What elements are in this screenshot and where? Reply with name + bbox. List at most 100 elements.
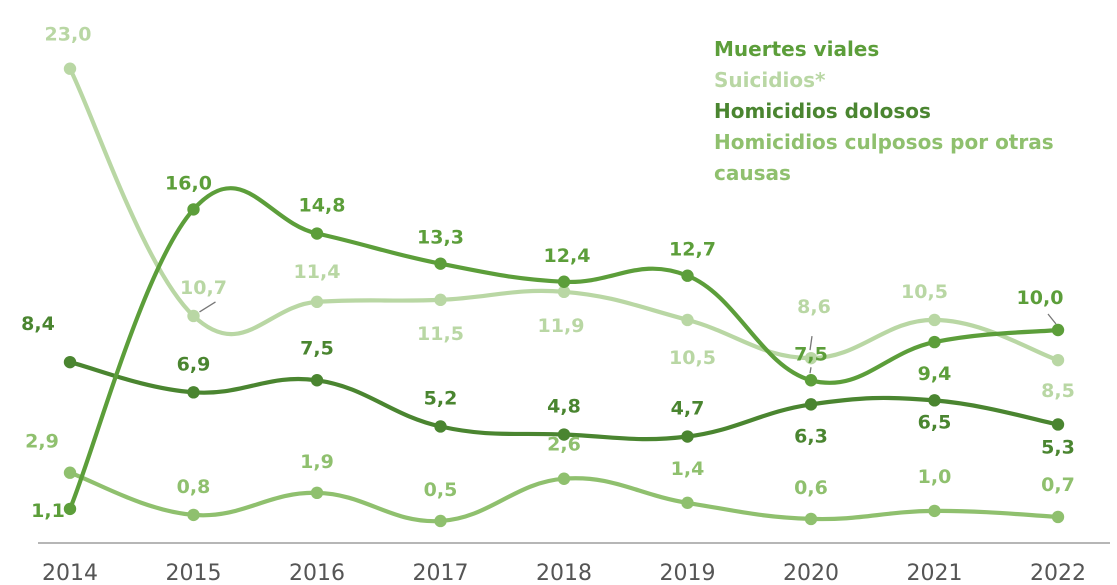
data-label: 8,6 bbox=[797, 296, 831, 318]
data-label: 0,6 bbox=[794, 477, 828, 499]
data-label: 0,8 bbox=[177, 476, 211, 498]
data-point bbox=[1051, 510, 1065, 524]
leader-lines bbox=[199, 301, 1057, 374]
legend: Muertes viales Suicidios* Homicidios dol… bbox=[714, 34, 1114, 189]
data-point bbox=[681, 313, 694, 327]
data-label: 14,8 bbox=[299, 195, 346, 217]
series-1 bbox=[63, 62, 1065, 367]
x-tick-label: 2016 bbox=[289, 561, 345, 585]
x-tick-label: 2019 bbox=[660, 561, 716, 585]
data-label: 10,5 bbox=[901, 281, 948, 303]
x-tick-label: 2020 bbox=[783, 561, 839, 585]
data-point bbox=[63, 502, 77, 516]
leader-line bbox=[1047, 313, 1057, 325]
data-label: 1,9 bbox=[300, 451, 334, 473]
legend-item-suicidios: Suicidios* bbox=[714, 68, 826, 92]
x-axis-ticks: 2014 2015 2016 2017 2018 2019 2020 2021 2022 bbox=[42, 561, 1086, 585]
data-label: 23,0 bbox=[45, 24, 92, 46]
data-label: 5,3 bbox=[1041, 436, 1075, 458]
legend-item-homicidios-culposos: Homicidios culposos por otras causas bbox=[714, 130, 1054, 185]
data-label: 7,5 bbox=[300, 337, 334, 359]
x-tick-label: 2017 bbox=[413, 561, 469, 585]
data-point bbox=[1051, 418, 1065, 431]
data-point bbox=[63, 355, 77, 369]
data-label: 8,4 bbox=[21, 313, 55, 335]
legend-item-homicidios-dolosos: Homicidios dolosos bbox=[714, 99, 931, 123]
leader-line bbox=[199, 301, 216, 313]
data-point bbox=[557, 428, 571, 441]
data-label: 6,9 bbox=[177, 353, 211, 375]
series-3 bbox=[63, 466, 1065, 528]
data-point bbox=[928, 394, 941, 407]
data-point bbox=[63, 62, 77, 75]
data-label: 7,5 bbox=[794, 343, 828, 365]
data-point bbox=[434, 420, 447, 433]
data-label: 13,3 bbox=[417, 227, 464, 249]
data-point bbox=[187, 386, 200, 399]
data-label: 4,8 bbox=[547, 396, 581, 418]
data-label: 2,9 bbox=[25, 431, 59, 453]
data-point bbox=[557, 472, 571, 485]
data-label: 11,4 bbox=[294, 261, 341, 283]
series-0 bbox=[63, 186, 1065, 516]
data-label: 1,4 bbox=[671, 458, 705, 480]
data-point bbox=[928, 504, 941, 518]
data-labels: 1,1 16,0 14,8 13,3 12,4 12,7 7,5 9,4 10,0 23,0 10,… bbox=[21, 24, 1075, 522]
data-point bbox=[310, 486, 324, 500]
x-tick-label: 2022 bbox=[1030, 561, 1086, 585]
data-point bbox=[928, 313, 941, 327]
data-label: 10,5 bbox=[669, 347, 716, 369]
data-label: 4,7 bbox=[671, 398, 705, 420]
data-label: 0,5 bbox=[424, 479, 458, 501]
data-point bbox=[681, 269, 694, 282]
data-point bbox=[804, 374, 818, 387]
leader-line bbox=[809, 367, 812, 374]
data-point bbox=[434, 257, 447, 270]
data-point bbox=[310, 295, 324, 309]
x-tick-label: 2015 bbox=[166, 561, 222, 585]
data-label: 6,5 bbox=[918, 411, 952, 433]
data-label: 10,7 bbox=[180, 277, 227, 299]
data-point bbox=[1051, 353, 1065, 367]
data-point bbox=[187, 508, 200, 522]
data-label: 5,2 bbox=[424, 387, 458, 409]
data-point bbox=[804, 512, 818, 526]
data-label: 11,5 bbox=[417, 323, 464, 345]
data-point bbox=[434, 514, 447, 528]
data-label: 6,3 bbox=[794, 425, 828, 447]
x-tick-label: 2021 bbox=[907, 561, 963, 585]
series-line-0 bbox=[67, 186, 1061, 511]
data-label: 0,7 bbox=[1041, 474, 1075, 496]
data-point bbox=[1051, 323, 1065, 337]
data-label: 16,0 bbox=[165, 172, 212, 194]
data-point bbox=[187, 203, 200, 216]
data-label: 1,1 bbox=[31, 500, 65, 522]
x-tick-label: 2014 bbox=[42, 561, 98, 585]
data-point bbox=[310, 227, 324, 240]
data-point bbox=[434, 293, 447, 307]
data-point bbox=[557, 285, 571, 299]
data-point bbox=[187, 309, 200, 323]
data-point bbox=[804, 398, 818, 411]
leader-line bbox=[809, 336, 813, 351]
series-2 bbox=[63, 355, 1065, 443]
data-label: 12,7 bbox=[669, 239, 716, 261]
data-point bbox=[681, 430, 694, 443]
data-point bbox=[310, 374, 324, 387]
data-label: 9,4 bbox=[918, 363, 952, 385]
data-label: 2,6 bbox=[547, 434, 581, 456]
data-point bbox=[804, 351, 818, 365]
series-layer bbox=[63, 62, 1065, 528]
data-point bbox=[63, 466, 77, 479]
data-label: 11,9 bbox=[538, 315, 585, 337]
data-label: 8,5 bbox=[1041, 380, 1075, 402]
data-point bbox=[557, 275, 571, 288]
data-label: 10,0 bbox=[1017, 287, 1064, 309]
data-point bbox=[928, 335, 941, 349]
data-point bbox=[681, 496, 694, 510]
data-label: 12,4 bbox=[544, 245, 591, 267]
legend-item-muertes-viales: Muertes viales bbox=[714, 37, 880, 61]
data-label: 1,0 bbox=[918, 466, 952, 488]
x-tick-label: 2018 bbox=[536, 561, 592, 585]
